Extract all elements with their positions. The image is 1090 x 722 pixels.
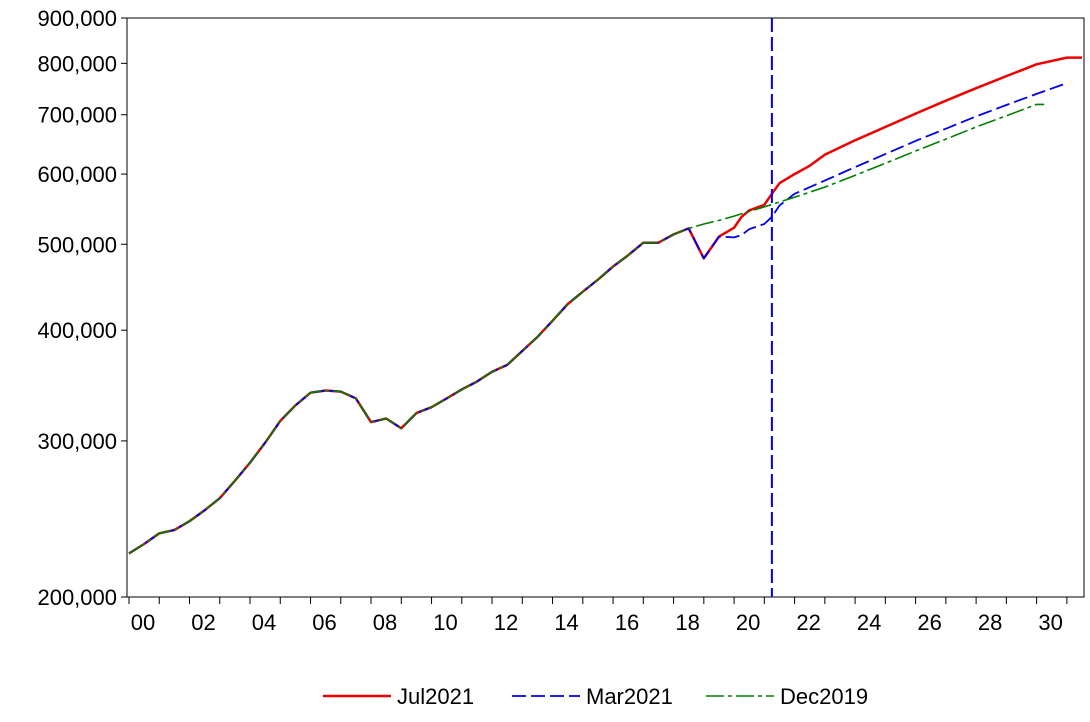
series-line-dec2019 [128,103,1045,555]
x-tick-label: 14 [554,610,578,635]
y-tick-label: 800,000 [37,51,117,76]
x-tick-label: 20 [736,610,760,635]
legend-label-jul2021: Jul2021 [397,684,474,709]
plot-border [126,17,1085,598]
y-tick-label: 600,000 [37,162,117,187]
x-tick-label: 12 [494,610,518,635]
legend: Jul2021 Mar2021 Dec2019 [323,684,868,709]
x-tick-label: 06 [312,610,336,635]
x-axis: 00 02 04 06 08 10 12 14 16 18 20 22 24 26 28 30 [128,597,1068,635]
legend-label-mar2021: Mar2021 [586,684,673,709]
x-tick-label: 02 [191,610,215,635]
x-tick-label: 10 [433,610,457,635]
legend-label-dec2019: Dec2019 [780,684,868,709]
y-tick-label: 300,000 [37,429,117,454]
x-tick-label: 26 [917,610,941,635]
series-layer [128,56,1082,555]
x-tick-label: 00 [131,610,155,635]
y-axis: 200,000 300,000 400,000 500,000 600,000 700,0… [37,6,127,610]
y-tick-label: 900,000 [37,6,117,31]
y-tick-label: 500,000 [37,232,117,257]
x-tick-label: 28 [978,610,1002,635]
x-tick-label: 30 [1038,610,1062,635]
x-tick-label: 22 [796,610,820,635]
y-tick-label: 700,000 [37,103,117,128]
x-tick-label: 24 [857,610,881,635]
x-tick-label: 08 [373,610,397,635]
plot-frame [126,17,1085,598]
y-tick-label: 200,000 [37,585,117,610]
x-tick-label: 16 [615,610,639,635]
x-tick-label: 04 [252,610,276,635]
x-tick-label: 18 [675,610,699,635]
y-tick-label: 400,000 [37,318,117,343]
